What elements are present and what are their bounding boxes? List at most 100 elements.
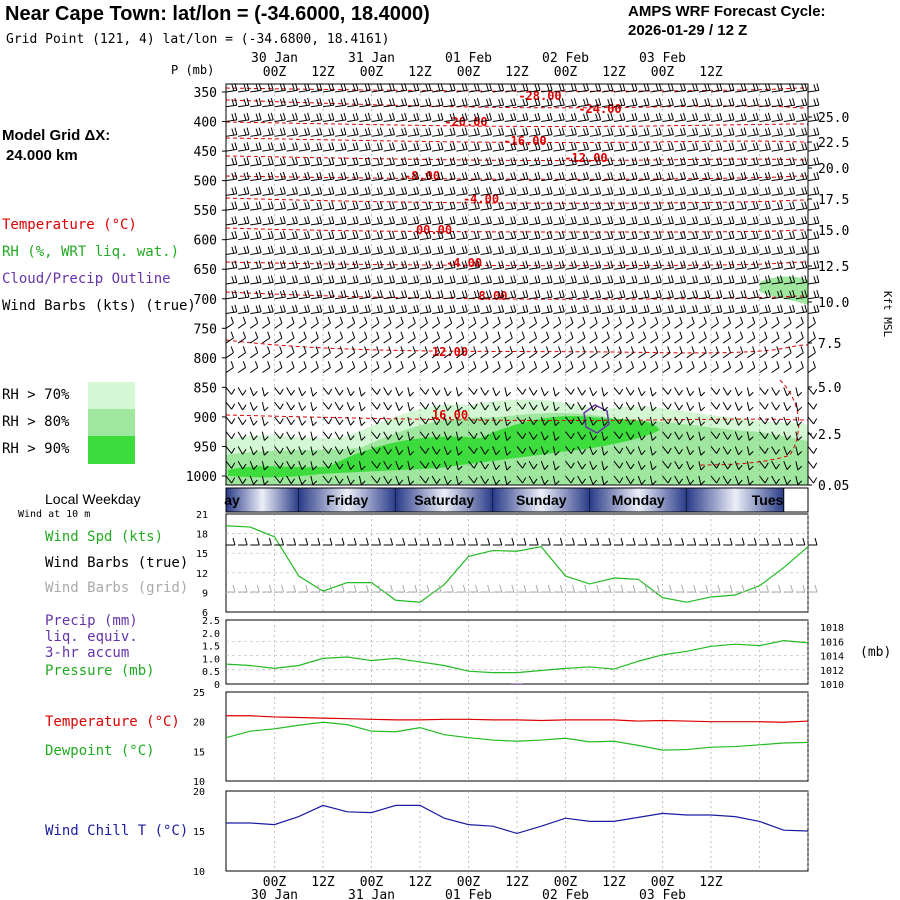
wind-barb [383, 119, 395, 123]
wind-barb-flag [728, 84, 732, 92]
wind-barb [601, 337, 610, 344]
wind-barb-flag [452, 186, 456, 194]
wind-barb-flag [452, 260, 456, 268]
wind-barb-flag [350, 464, 355, 470]
temperature-contour [225, 227, 809, 233]
wind-barb-flag [292, 84, 295, 92]
precip-tick-label: 0 [214, 680, 220, 691]
wind-barb-flag [740, 305, 744, 313]
wind-barb-flag [813, 305, 817, 313]
height-tick-label: 15.0 [818, 224, 849, 239]
wind-barb-flag [607, 290, 611, 298]
wind-barb [358, 431, 362, 441]
wind-barb [637, 431, 642, 441]
wind-barb [577, 352, 586, 359]
wind-barb [444, 148, 456, 152]
wind-barb-flag [707, 186, 711, 194]
wind-barb-flag [437, 158, 441, 165]
wind-barb-flag [376, 128, 380, 136]
wind-barb-flag [780, 171, 783, 180]
wind-barb [407, 104, 419, 108]
wind-barb-flag [392, 157, 395, 165]
wind-barb-flag [295, 216, 298, 224]
height-tick-label: 17.5 [818, 193, 849, 208]
wind-barb [335, 104, 347, 108]
wind-barb-flag [792, 245, 796, 253]
wind-barb [419, 446, 426, 454]
pressure-tick-label: 750 [194, 322, 217, 337]
wind-barb [589, 222, 601, 226]
wind-barb [686, 311, 698, 315]
wind-barb [674, 311, 686, 315]
grid-wind-barb-flag [790, 584, 794, 593]
wind-barb [625, 337, 634, 344]
wind-barb-flag [473, 433, 478, 439]
wind-barb [565, 352, 574, 359]
wind-barb-flag [404, 97, 408, 106]
wind-barb-flag [533, 448, 538, 455]
wind-barb [250, 193, 262, 196]
wind-barb-flag [743, 304, 747, 313]
wind-barb-flag [452, 304, 456, 313]
wind-barb-flag [683, 83, 686, 91]
wind-barb-flag [683, 97, 686, 106]
wind-barb-flag [731, 260, 735, 268]
wind-barb-flag [703, 361, 707, 368]
wind-barb-flag [678, 404, 683, 411]
wind-barb [395, 148, 407, 152]
surface-wind-barb-flag [535, 537, 539, 546]
wind-barb [577, 267, 589, 270]
wind-barb [686, 281, 698, 285]
wind-barb-flag [501, 260, 505, 268]
wind-barb-flag [813, 246, 817, 254]
wind-barb [626, 267, 638, 270]
wind-barb [771, 193, 783, 196]
wind-barb [444, 267, 456, 270]
wind-barb-flag [546, 290, 550, 298]
wind-barb [334, 460, 341, 470]
wind-barb [710, 401, 717, 410]
wind-barb-flag [473, 388, 478, 395]
wind-barb-flag [755, 260, 759, 268]
wind-barb-flag [583, 231, 586, 239]
wind-barb [771, 311, 783, 315]
wind-barb-flag [595, 98, 599, 106]
wind-barb-flag [816, 275, 820, 283]
wind-barb-flag [267, 290, 271, 298]
wind-barb [238, 134, 250, 137]
surface-wind-barb-flag [487, 537, 491, 546]
wind-barb-flag [457, 480, 463, 486]
wind-barb-flag [498, 305, 502, 313]
wind-barb [650, 237, 662, 241]
wind-barb [371, 281, 383, 285]
wind-barb-flag [728, 246, 732, 254]
wind-barb-flag [619, 477, 624, 484]
wind-barb-flag [304, 98, 308, 106]
wind-barb-flag [489, 260, 492, 268]
wind-barb-flag [388, 346, 392, 353]
wind-barb [529, 237, 541, 241]
wind-barb-flag [683, 289, 686, 298]
wind-barb [723, 134, 735, 137]
wind-barb-flag [581, 478, 586, 485]
wind-barb [552, 431, 556, 441]
wind-barb [419, 193, 431, 196]
rh90-swatch [88, 436, 135, 464]
wind-barb [455, 431, 459, 441]
wind-barb [674, 460, 680, 470]
wind-barb [722, 460, 729, 470]
wind-barb-flag [534, 261, 538, 269]
wind-barb [444, 311, 456, 315]
wind-barb-flag [595, 231, 599, 239]
wind-barb [432, 148, 444, 152]
wind-barb-flag [255, 246, 259, 254]
wind-barb-flag [379, 83, 383, 91]
grid-wind-barb-flag [499, 584, 503, 593]
wind-barb-flag [716, 246, 720, 254]
wind-barb-flag [581, 419, 586, 426]
wind-barb-flag [743, 230, 747, 239]
wind-barb [238, 296, 250, 300]
wind-barb-flag [777, 231, 780, 239]
wind-barb-flag [436, 361, 441, 368]
wind-barb-flag [428, 142, 432, 150]
